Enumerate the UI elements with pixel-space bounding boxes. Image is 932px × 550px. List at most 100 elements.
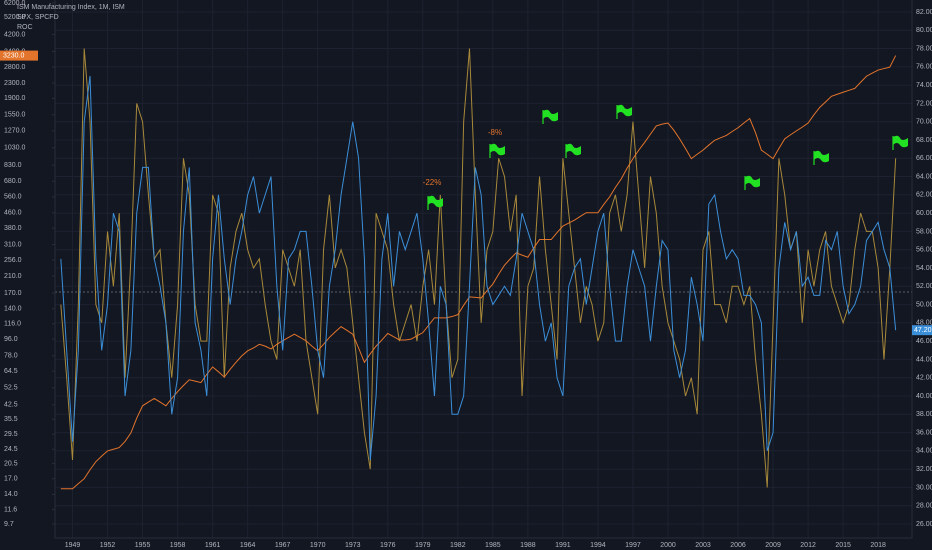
y-tick-label: 256.0 bbox=[4, 257, 22, 264]
y-tick-label: 14.0 bbox=[4, 491, 18, 498]
y-tick-label: 380.0 bbox=[4, 225, 22, 232]
y-tick-label: 35.5 bbox=[4, 416, 18, 423]
y-tick-label: 140.0 bbox=[4, 306, 22, 313]
y-tick-label: 17.0 bbox=[4, 476, 18, 483]
series-line bbox=[60, 48, 897, 488]
x-tick-label: 1976 bbox=[380, 542, 396, 549]
y-tick-label: 29.5 bbox=[4, 431, 18, 438]
x-tick-label: 2018 bbox=[870, 542, 886, 549]
flag-icon bbox=[814, 150, 829, 163]
y-tick-label: 11.6 bbox=[4, 506, 17, 513]
x-tick-label: 1964 bbox=[240, 542, 256, 549]
x-tick-label: 2006 bbox=[730, 542, 746, 549]
flag-icon bbox=[490, 143, 505, 156]
last-value-badge bbox=[912, 325, 932, 336]
x-tick-label: 1994 bbox=[590, 542, 606, 549]
y2-tick-label: 56.00 bbox=[916, 247, 932, 254]
legend-label: ISM Manufacturing Index, 1M, ISM bbox=[17, 4, 125, 11]
last-value-label: 3230.0 bbox=[3, 52, 25, 59]
y-tick-label: 6200.0 bbox=[4, 0, 26, 7]
x-tick-label: 1982 bbox=[450, 542, 466, 549]
x-tick-label: 1979 bbox=[415, 542, 431, 549]
y2-tick-label: 48.00 bbox=[916, 320, 932, 327]
y2-tick-label: 40.00 bbox=[916, 393, 932, 400]
legend-label: ROC bbox=[17, 24, 33, 31]
y2-tick-label: 72.00 bbox=[916, 100, 932, 107]
y2-tick-label: 74.00 bbox=[916, 82, 932, 89]
y-tick-label: 1550.0 bbox=[4, 112, 26, 119]
y2-tick-label: 80.00 bbox=[916, 27, 932, 34]
y2-tick-label: 64.00 bbox=[916, 173, 932, 180]
flag-icon bbox=[745, 175, 760, 188]
y-tick-label: 64.5 bbox=[4, 368, 18, 375]
y2-tick-label: 28.00 bbox=[916, 503, 932, 510]
x-tick-label: 1949 bbox=[65, 542, 81, 549]
x-tick-label: 1970 bbox=[310, 542, 326, 549]
x-tick-label: 2015 bbox=[835, 542, 851, 549]
x-tick-label: 1952 bbox=[100, 542, 116, 549]
y-tick-label: 560.0 bbox=[4, 194, 22, 201]
y-tick-label: 42.5 bbox=[4, 402, 18, 409]
flag-icon bbox=[428, 195, 443, 208]
y2-tick-label: 52.00 bbox=[916, 283, 932, 290]
x-tick-label: 2012 bbox=[800, 542, 816, 549]
y2-tick-label: 78.00 bbox=[916, 45, 932, 52]
y-tick-label: 1030.0 bbox=[4, 145, 26, 152]
y2-tick-label: 70.00 bbox=[916, 119, 932, 126]
y-tick-label: 24.5 bbox=[4, 446, 18, 453]
y2-tick-label: 50.00 bbox=[916, 301, 932, 308]
flag-icon bbox=[543, 109, 558, 122]
x-tick-label: 1973 bbox=[345, 542, 361, 549]
flag-icon bbox=[566, 143, 581, 156]
x-tick-label: 1988 bbox=[520, 542, 536, 549]
plot-area: -22% -8% bbox=[55, 48, 912, 490]
x-tick-label: 1997 bbox=[625, 542, 641, 549]
flag-icon bbox=[893, 135, 908, 148]
y2-tick-label: 58.00 bbox=[916, 228, 932, 235]
y2-tick-label: 32.00 bbox=[916, 466, 932, 473]
y-tick-label: 2800.0 bbox=[4, 64, 26, 71]
annotation: -22% bbox=[423, 178, 442, 187]
x-tick-label: 2000 bbox=[660, 542, 676, 549]
y-tick-label: 5200.0 bbox=[4, 14, 26, 21]
y2-tick-label: 34.00 bbox=[916, 448, 932, 455]
y-tick-label: 680.0 bbox=[4, 178, 22, 185]
legend-label: SPX, SPCFD bbox=[17, 14, 59, 21]
x-tick-label: 1991 bbox=[555, 542, 571, 549]
y-tick-label: 78.0 bbox=[4, 353, 18, 360]
x-tick-label: 2009 bbox=[765, 542, 781, 549]
y2-tick-label: 54.00 bbox=[916, 265, 932, 272]
x-tick-label: 2003 bbox=[695, 542, 711, 549]
series-line bbox=[60, 75, 897, 461]
y-tick-label: 4200.0 bbox=[4, 31, 26, 38]
y2-tick-label: 46.00 bbox=[916, 338, 932, 345]
y2-tick-label: 68.00 bbox=[916, 137, 932, 144]
x-tick-label: 1985 bbox=[485, 542, 501, 549]
y-tick-label: 2300.0 bbox=[4, 80, 26, 87]
y-tick-label: 9.7 bbox=[4, 521, 14, 528]
y2-tick-label: 60.00 bbox=[916, 210, 932, 217]
x-tick-label: 1958 bbox=[170, 542, 186, 549]
flag-icon bbox=[617, 104, 632, 117]
y2-tick-label: 26.00 bbox=[916, 521, 932, 528]
y-tick-label: 170.0 bbox=[4, 290, 22, 297]
y-tick-label: 116.0 bbox=[4, 321, 21, 328]
y-tick-label: 52.5 bbox=[4, 385, 18, 392]
x-tick-label: 1967 bbox=[275, 542, 291, 549]
x-tick-label: 1955 bbox=[135, 542, 151, 549]
y-tick-label: 20.5 bbox=[4, 460, 18, 467]
y2-tick-label: 42.00 bbox=[916, 375, 932, 382]
y-tick-label: 96.0 bbox=[4, 336, 18, 343]
y-tick-label: 310.0 bbox=[4, 241, 22, 248]
y2-tick-label: 76.00 bbox=[916, 64, 932, 71]
y2-tick-label: 36.00 bbox=[916, 429, 932, 436]
y2-tick-label: 30.00 bbox=[916, 484, 932, 491]
last-value-label: 47.20 bbox=[914, 327, 932, 334]
last-value-badge bbox=[0, 50, 38, 61]
y-tick-label: 830.0 bbox=[4, 162, 22, 169]
series-line bbox=[60, 55, 897, 490]
y-tick-label: 460.0 bbox=[4, 210, 22, 217]
